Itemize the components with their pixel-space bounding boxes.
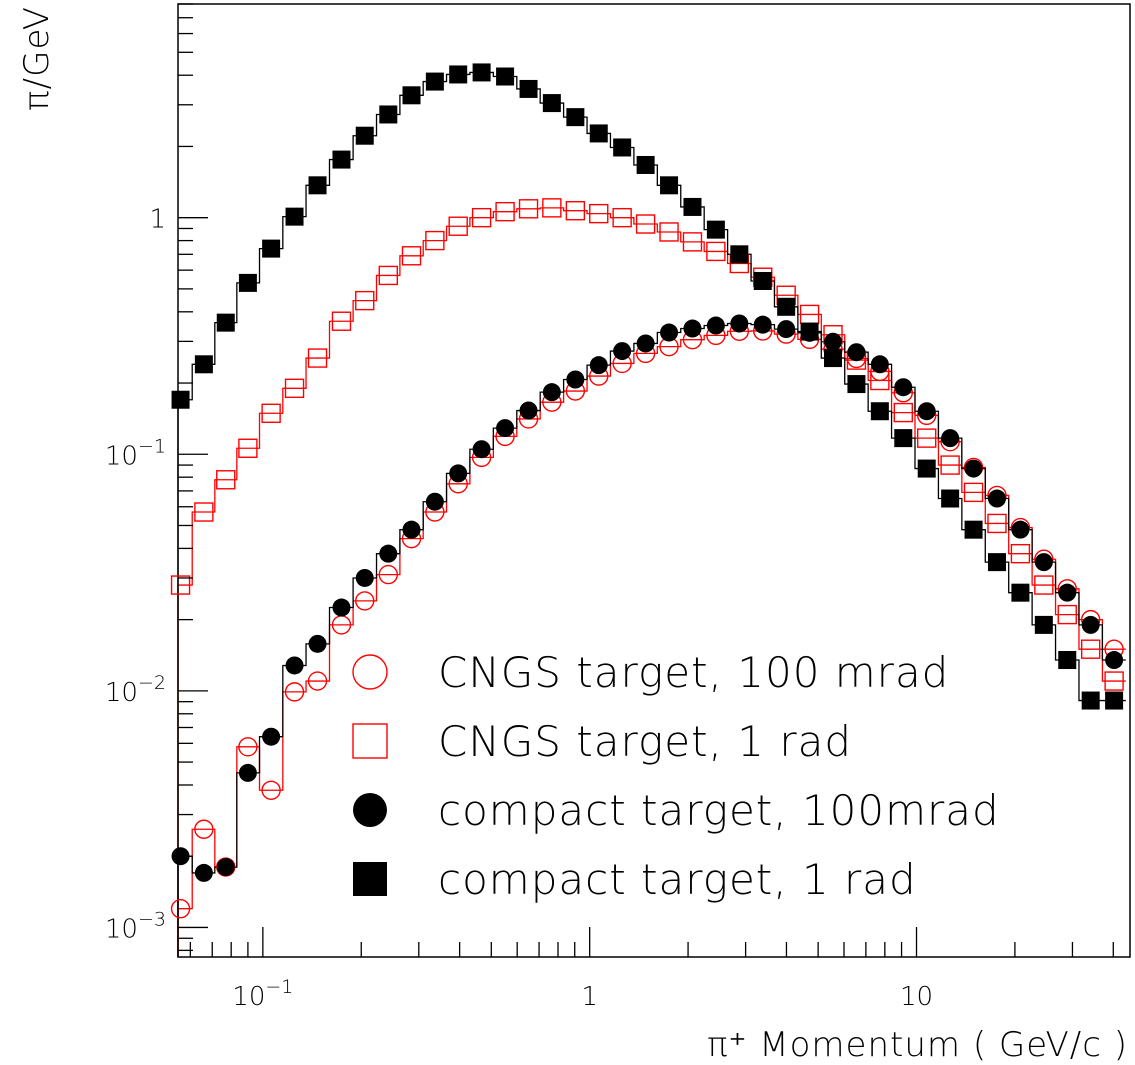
data-point-s3-38 [1058,651,1076,669]
data-point-s3-6 [309,176,327,194]
data-point-s2-36 [1011,521,1029,539]
data-point-s3-17 [566,108,584,126]
data-point-s3-15 [520,80,538,98]
data-point-s3-32 [918,460,936,478]
x-tick-label: 10 [900,982,933,1012]
data-point-s3-24 [730,245,748,263]
data-point-s2-19 [613,342,631,360]
data-point-s3-1 [195,355,213,373]
legend-marker-1 [353,724,387,758]
data-point-s2-23 [707,317,725,335]
data-point-s2-10 [403,521,421,539]
data-point-s3-25 [754,272,772,290]
data-point-s3-11 [426,73,444,91]
data-point-s2-35 [988,490,1006,508]
data-point-s3-9 [379,105,397,123]
legend-marker-0 [353,655,387,689]
data-point-s3-21 [660,176,678,194]
data-point-s3-4 [262,240,280,258]
data-point-s2-38 [1058,584,1076,602]
data-point-s2-17 [566,371,584,389]
data-point-s3-19 [613,138,631,156]
data-point-s2-15 [520,402,538,420]
y-tick-label: 10−1 [105,435,166,471]
data-point-s2-39 [1082,616,1100,634]
data-point-s2-30 [871,355,889,373]
y-tick-label: 1 [149,205,166,235]
data-point-s3-35 [988,553,1006,571]
data-point-s2-25 [754,316,772,334]
data-point-s3-26 [777,298,795,316]
data-point-s2-18 [590,356,608,374]
data-point-s3-36 [1011,584,1029,602]
data-point-s2-14 [496,419,514,437]
data-point-s3-22 [683,198,701,216]
data-point-s3-23 [707,221,725,239]
y-axis-title: π/GeV [17,6,57,111]
data-point-s3-8 [356,127,374,145]
data-point-s2-8 [356,569,374,587]
data-point-s2-3 [239,764,257,782]
legend-label-0: CNGS target, 100 mrad [438,648,949,697]
data-point-s3-14 [496,68,514,86]
legend-marker-2 [353,793,387,827]
histogram-line-1 [178,208,1126,957]
legend-label-3: compact target, 1 rad [438,855,917,904]
data-point-s2-20 [637,334,655,352]
data-point-s2-22 [683,320,701,338]
x-tick-label: 1 [581,982,598,1012]
x-tick-label: 10−1 [232,976,293,1012]
data-point-s2-1 [195,864,213,882]
data-point-s3-31 [894,429,912,447]
legend-label-2: compact target, 100mrad [438,786,1000,835]
data-point-s3-20 [637,156,655,174]
data-point-s2-6 [309,635,327,653]
data-point-s3-28 [824,349,842,367]
data-point-s2-40 [1105,651,1123,669]
data-point-s2-21 [660,324,678,342]
data-point-s2-16 [543,383,561,401]
y-tick-label: 10−2 [105,672,166,708]
data-point-s3-30 [871,402,889,420]
data-point-s3-2 [217,314,235,332]
data-point-s3-10 [403,86,421,104]
data-point-s3-0 [172,391,190,409]
data-point-s2-2 [217,858,235,876]
data-point-s2-24 [730,314,748,332]
data-point-s3-12 [449,65,467,83]
data-point-s3-34 [965,521,983,539]
data-point-s2-34 [965,460,983,478]
data-point-s3-40 [1105,692,1123,710]
data-point-s2-12 [449,464,467,482]
data-point-s2-4 [262,728,280,746]
data-point-s3-18 [590,124,608,142]
data-point-s3-3 [239,274,257,292]
data-point-s3-5 [286,208,304,226]
data-point-s2-13 [473,440,491,458]
x-axis-title: π⁺ Momentum ( GeV/c ) [707,1025,1128,1065]
data-point-s2-9 [379,545,397,563]
data-point-s2-11 [426,493,444,511]
legend-label-1: CNGS target, 1 rad [438,717,852,766]
data-point-s2-28 [824,333,842,351]
data-point-s3-37 [1035,616,1053,634]
data-point-s3-16 [543,94,561,112]
data-point-s2-32 [918,402,936,420]
data-point-s2-33 [941,429,959,447]
data-point-s3-27 [801,323,819,341]
y-tick-label: 10−3 [105,908,166,944]
data-point-s2-29 [847,343,865,361]
data-point-s3-39 [1082,692,1100,710]
data-point-s2-37 [1035,553,1053,571]
data-point-s2-5 [286,656,304,674]
legend-marker-3 [353,862,387,896]
data-point-s3-13 [473,63,491,81]
data-point-s2-7 [332,599,350,617]
data-point-s3-29 [847,375,865,393]
data-point-s3-7 [332,151,350,169]
data-point-s2-31 [894,378,912,396]
data-point-s2-26 [777,320,795,338]
data-point-s3-33 [941,490,959,508]
